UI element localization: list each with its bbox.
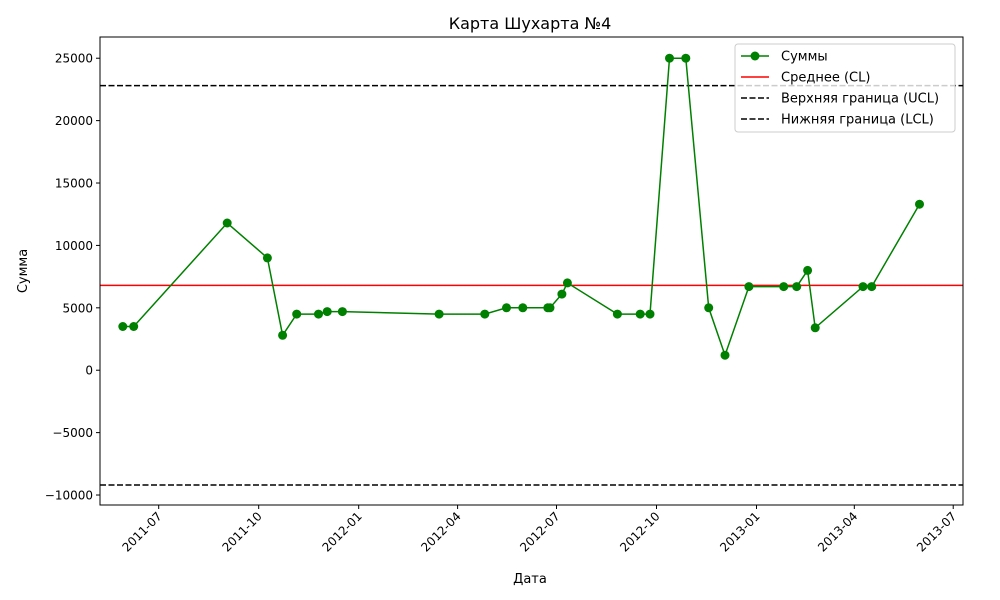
x-tick-label: 2013-07	[914, 509, 959, 554]
y-axis: −10000 −5000 0 5000 10000 15000 20000 25000	[45, 52, 100, 503]
plot-frame	[99, 36, 964, 506]
x-axis-label: Дата	[513, 572, 547, 587]
data-point	[704, 303, 714, 313]
data-point	[720, 350, 730, 360]
data-point	[562, 278, 572, 288]
control-lines	[100, 84, 963, 486]
x-tick-label: 2011-07	[119, 509, 164, 554]
data-point	[744, 282, 754, 292]
data-point	[518, 303, 528, 313]
data-point	[915, 199, 924, 209]
data-point	[118, 322, 128, 331]
data-point	[681, 53, 691, 63]
data-point	[502, 303, 511, 313]
data-point	[557, 289, 567, 299]
data-point	[803, 265, 813, 275]
data-point	[337, 307, 347, 317]
y-tick-label: 20000	[55, 114, 93, 128]
x-tick-label: 2012-10	[617, 509, 662, 554]
legend: Суммы Среднее (CL) Верхняя граница (UCL) Ни…	[734, 43, 956, 133]
data-point	[665, 53, 674, 63]
data-point	[635, 309, 645, 319]
x-axis: 2011-07 2011-10 2012-01 2012-04 2012-07 2012-…	[119, 505, 959, 555]
legend-label: Среднее (CL)	[781, 71, 870, 86]
data-point	[545, 303, 555, 313]
data-point	[314, 309, 323, 319]
y-tick-label: −10000	[45, 489, 93, 503]
x-tick-label: 2012-07	[517, 509, 562, 554]
data-point	[292, 309, 302, 319]
series-layer	[118, 53, 924, 360]
y-tick-label: 0	[85, 364, 93, 378]
data-point	[262, 253, 272, 263]
legend-box	[734, 43, 956, 133]
data-point	[322, 307, 332, 317]
x-tick-label: 2013-04	[815, 509, 860, 554]
y-axis-label: Сумма	[16, 249, 31, 293]
data-point	[810, 323, 820, 333]
data-point	[222, 218, 232, 228]
data-point	[480, 309, 490, 319]
data-point	[645, 309, 655, 319]
y-tick-label: 15000	[55, 177, 93, 191]
legend-label: Суммы	[781, 50, 828, 65]
x-tick-label: 2012-04	[418, 509, 463, 554]
legend-label: Нижняя граница (LCL)	[781, 113, 934, 128]
x-tick-label: 2013-01	[717, 509, 762, 554]
data-point	[792, 282, 802, 292]
data-point	[612, 309, 622, 319]
data-point	[129, 322, 139, 331]
data-point	[779, 282, 789, 292]
data-point	[434, 309, 444, 319]
x-tick-label: 2012-01	[319, 509, 364, 554]
y-tick-label: −5000	[52, 426, 93, 440]
data-point	[867, 282, 877, 292]
legend-marker	[750, 51, 760, 61]
y-tick-label: 10000	[55, 239, 93, 253]
data-point	[278, 330, 288, 340]
legend-label: Верхняя граница (UCL)	[781, 92, 939, 107]
data-point	[858, 282, 868, 292]
y-tick-label: 25000	[55, 52, 93, 66]
y-tick-label: 5000	[62, 301, 93, 315]
chart-title: Карта Шухарта №4	[449, 14, 612, 33]
x-tick-label: 2011-10	[219, 509, 264, 554]
